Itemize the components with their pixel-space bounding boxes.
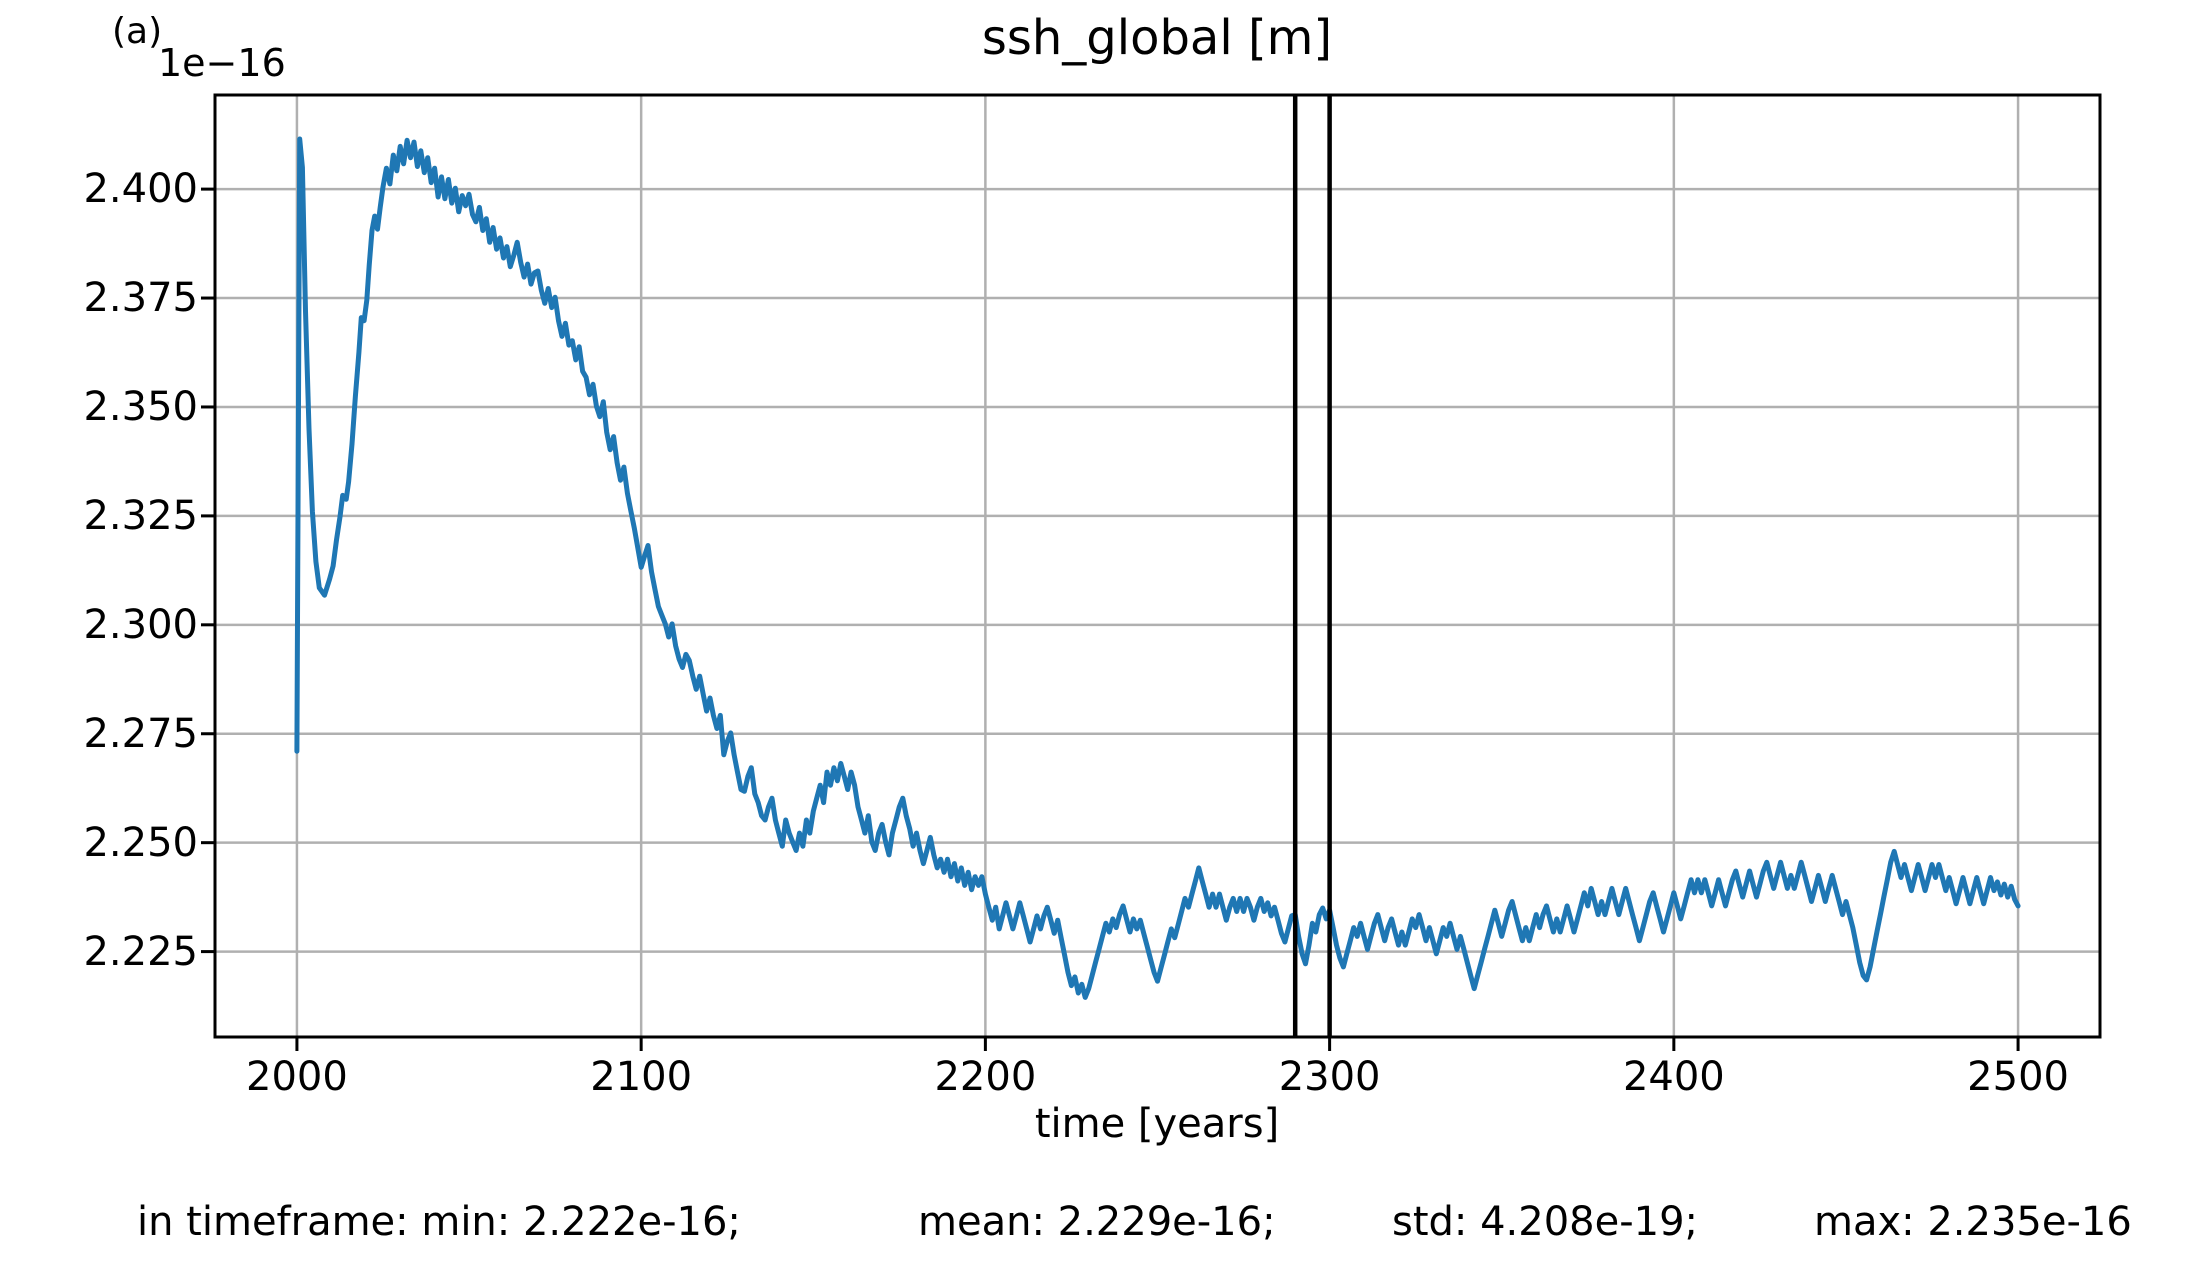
x-tick-label: 2100 bbox=[590, 1054, 693, 1100]
y-axis-offset-text: 1e−16 bbox=[158, 41, 286, 85]
x-tick-label: 2500 bbox=[1967, 1054, 2069, 1100]
x-tick-label: 2000 bbox=[246, 1054, 348, 1100]
series-line bbox=[294, 136, 2021, 1000]
y-tick-label: 2.400 bbox=[83, 166, 198, 213]
chart-title: ssh_global [m] bbox=[981, 10, 1333, 66]
x-axis-label: time [years] bbox=[1034, 1101, 1280, 1147]
x-tick-label: 2300 bbox=[1278, 1054, 1381, 1100]
y-tick-label: 2.250 bbox=[83, 819, 198, 866]
stats-caption-std: std: 4.208e-19; bbox=[1392, 1199, 1699, 1245]
stats-caption-max: max: 2.235e-16 bbox=[1814, 1199, 2132, 1245]
y-tick-label: 2.275 bbox=[83, 710, 198, 757]
y-tick-label: 2.375 bbox=[83, 275, 198, 322]
x-tick-label: 2200 bbox=[934, 1054, 1037, 1100]
x-tick-label: 2400 bbox=[1622, 1054, 1725, 1100]
y-tick-label: 2.350 bbox=[83, 383, 198, 430]
stats-caption-min: in timeframe: min: 2.222e-16; bbox=[137, 1199, 741, 1245]
y-tick-label: 2.300 bbox=[83, 601, 198, 648]
stats-caption-mean: mean: 2.229e-16; bbox=[918, 1199, 1276, 1245]
y-tick-label: 2.225 bbox=[83, 928, 198, 975]
panel-label: (a) bbox=[112, 11, 163, 52]
axes-spine bbox=[213, 93, 2102, 1039]
y-tick-label: 2.325 bbox=[83, 492, 198, 539]
